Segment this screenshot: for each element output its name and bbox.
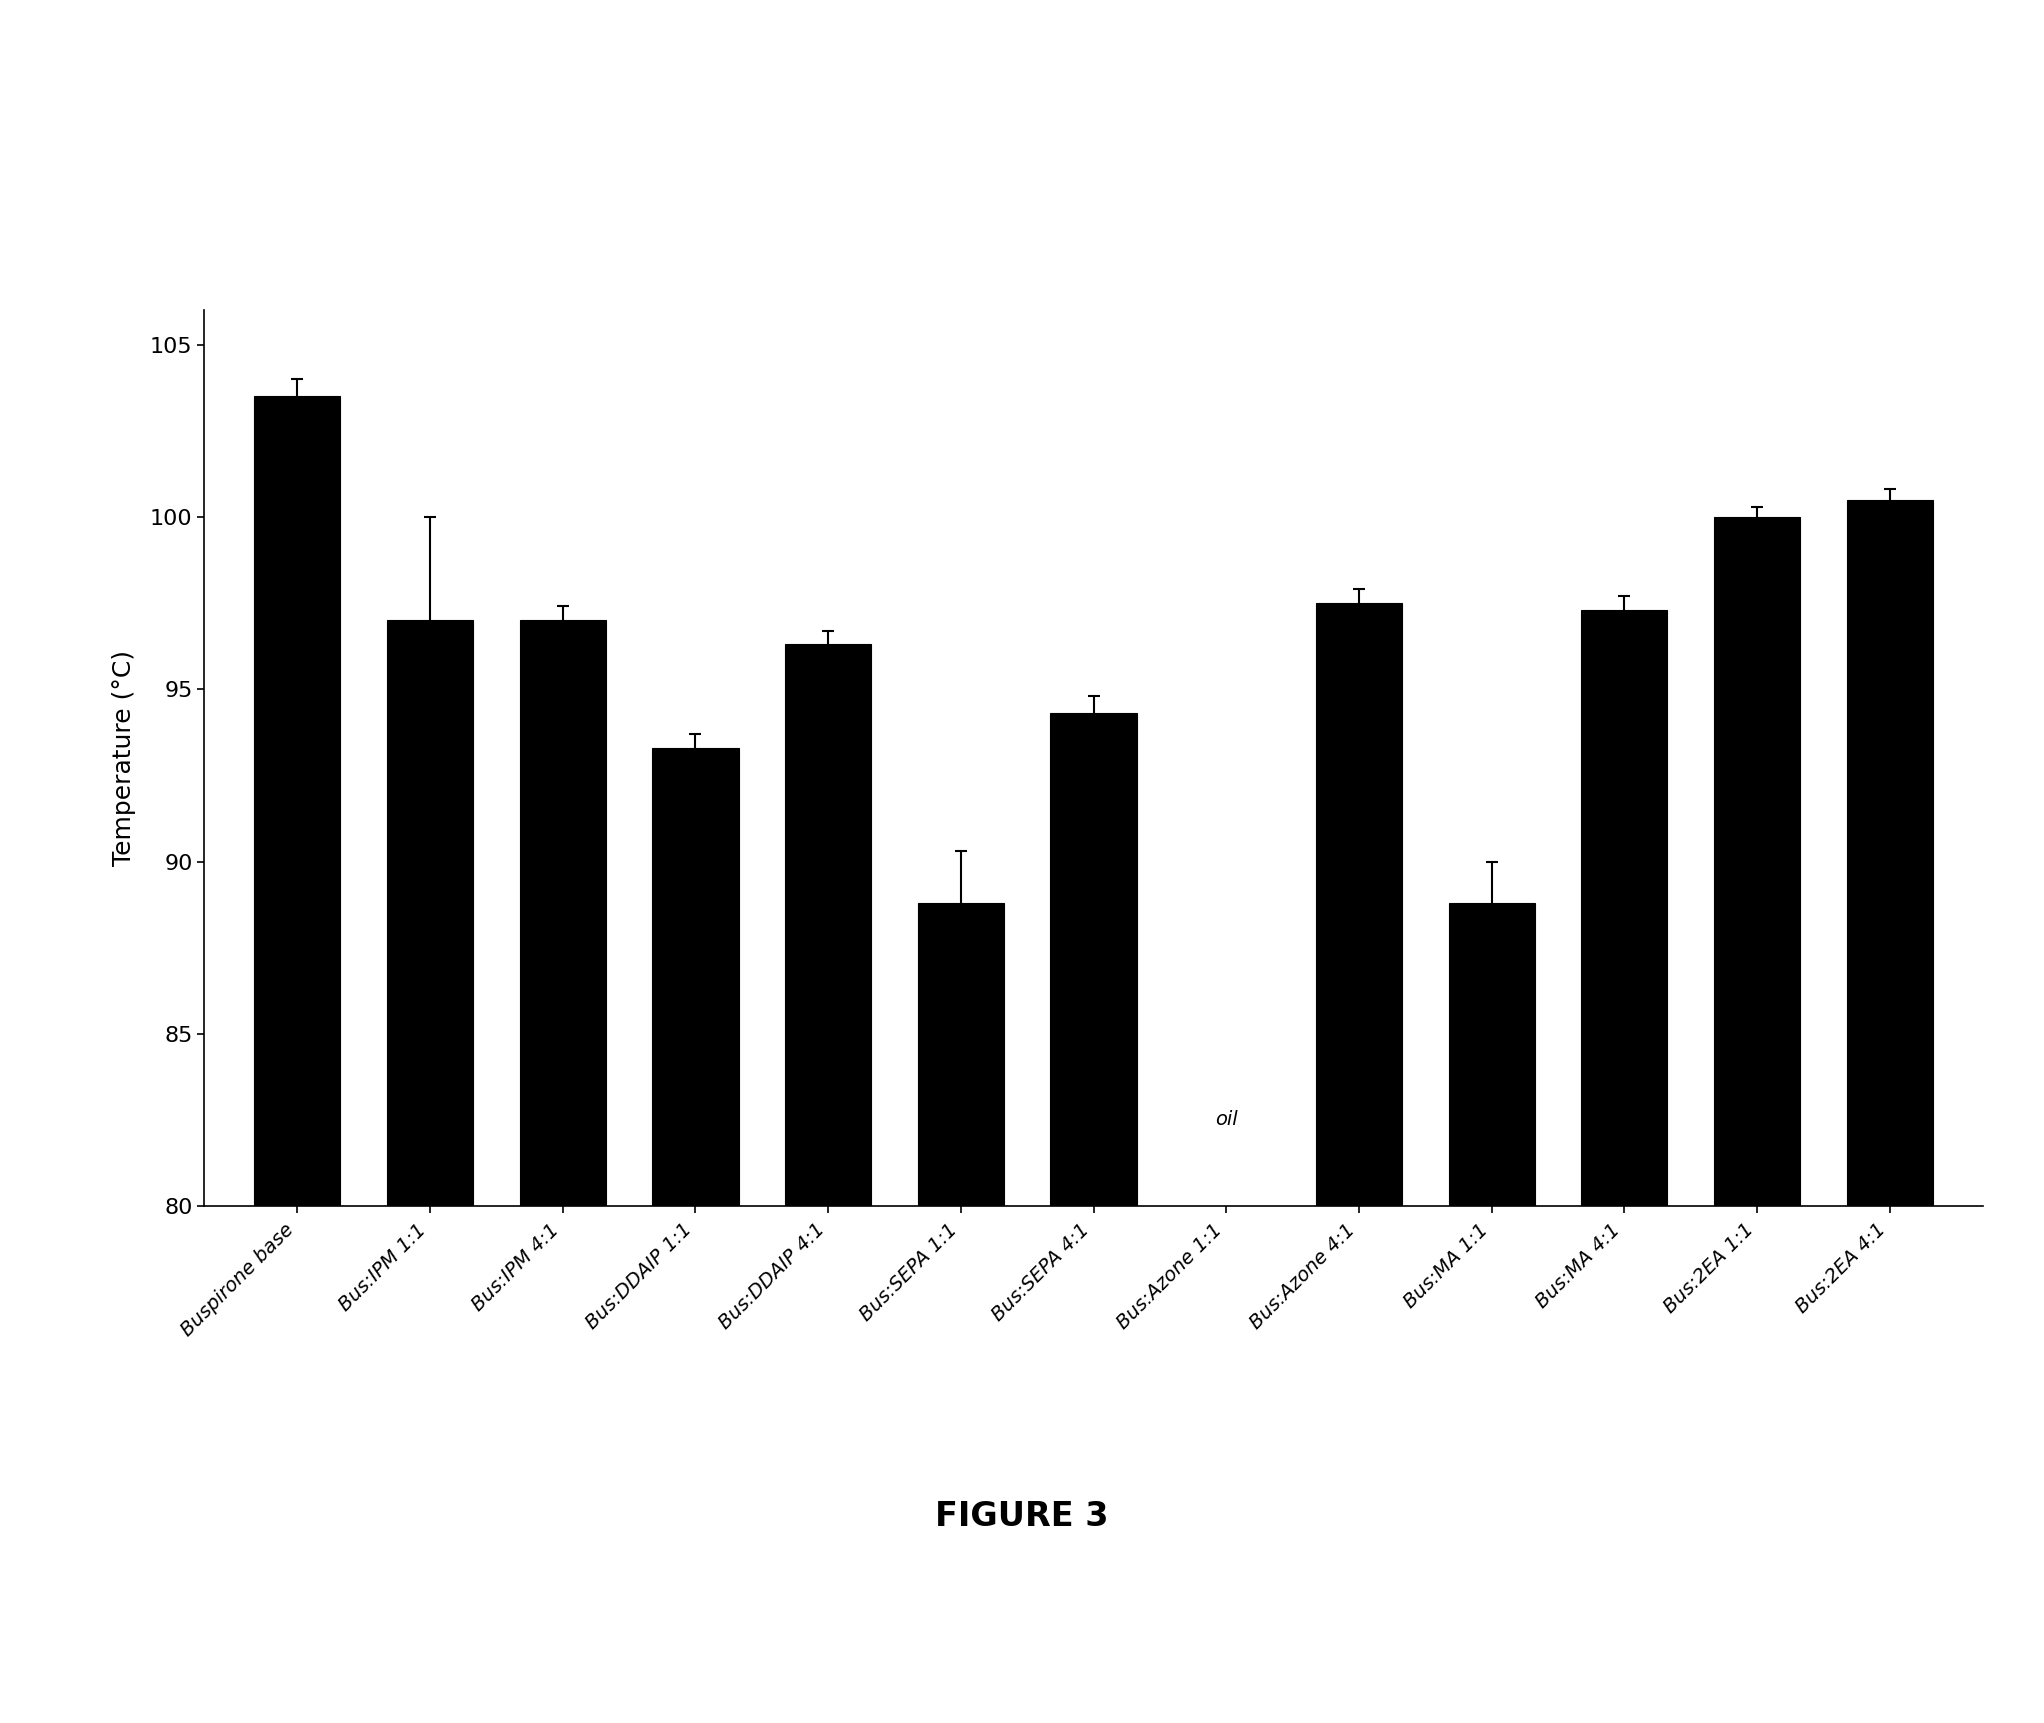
Bar (1846, 500, 1934, 1206)
Bar (1051, 713, 1136, 1206)
Text: FIGURE 3: FIGURE 3 (936, 1499, 1108, 1533)
Bar (785, 644, 871, 1206)
Y-axis label: Temperature (°C): Temperature (°C) (112, 650, 137, 867)
Bar (1449, 903, 1535, 1206)
Bar (519, 620, 605, 1206)
Bar (386, 620, 472, 1206)
Text: oil: oil (1214, 1110, 1237, 1130)
Bar (918, 903, 1004, 1206)
Bar (1715, 517, 1801, 1206)
Bar (253, 396, 341, 1206)
Bar (1316, 603, 1402, 1206)
Bar (1582, 610, 1668, 1206)
Bar (652, 748, 738, 1206)
